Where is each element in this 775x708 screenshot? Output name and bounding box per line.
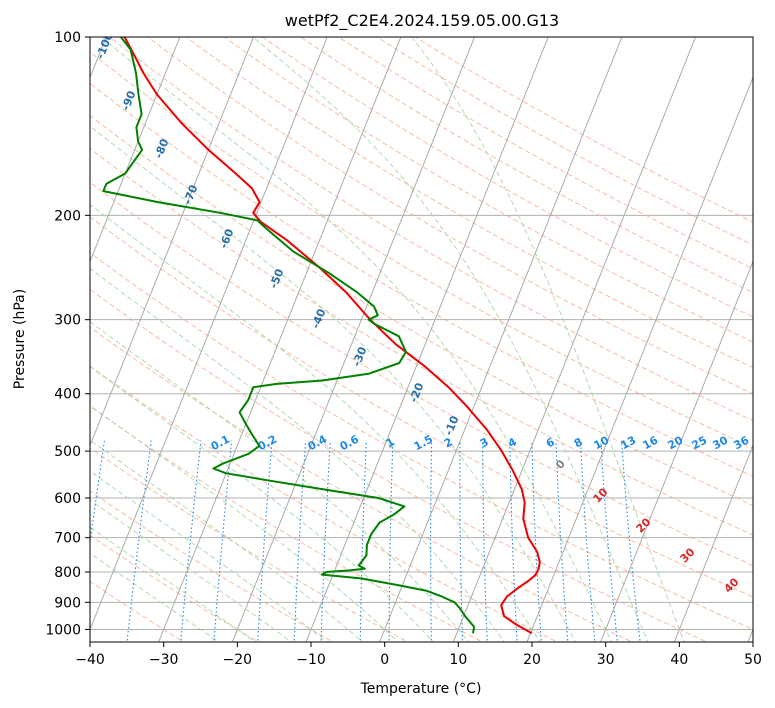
isotherm bbox=[526, 76, 753, 642]
isotherm bbox=[90, 37, 255, 447]
mixing-ratio-line bbox=[482, 440, 488, 642]
mixing-ratio-line bbox=[320, 440, 331, 642]
isotherm bbox=[452, 37, 697, 642]
isotherm bbox=[600, 260, 753, 642]
mixing-ratio-line bbox=[555, 440, 569, 642]
moist-adiabat bbox=[411, 37, 685, 642]
y-tick-label: 700 bbox=[54, 531, 81, 547]
mixing-ratio-line bbox=[531, 440, 542, 642]
dry-adiabat bbox=[90, 447, 409, 642]
temperature-profile bbox=[123, 37, 541, 635]
x-tick-label: −40 bbox=[75, 652, 105, 668]
isotherm bbox=[305, 37, 549, 642]
moist-adiabat bbox=[90, 203, 541, 642]
mixing-ratio-line bbox=[579, 440, 596, 642]
y-tick-label: 800 bbox=[54, 565, 81, 581]
dry-adiabat bbox=[90, 288, 708, 642]
dry-adiabat bbox=[90, 216, 753, 598]
dry-adiabat bbox=[90, 326, 634, 642]
x-axis-label: Temperature (°C) bbox=[360, 681, 482, 697]
y-tick-label: 100 bbox=[54, 30, 81, 46]
mixing-ratio-label: 20 bbox=[666, 433, 686, 452]
mixing-ratio-line bbox=[388, 440, 394, 642]
plot-frame bbox=[89, 36, 754, 643]
y-axis-label: Pressure (hPa) bbox=[12, 289, 28, 389]
moist-adiabat bbox=[90, 439, 364, 642]
moist-adiabat bbox=[90, 365, 435, 642]
mixing-ratio-label: 25 bbox=[690, 434, 710, 453]
mixing-ratio-line bbox=[126, 440, 152, 642]
moist-adiabat bbox=[90, 404, 399, 642]
mixing-ratio-lines bbox=[90, 440, 641, 642]
x-tick-label: −20 bbox=[223, 652, 253, 668]
dry-adiabat bbox=[90, 82, 753, 477]
moist-adiabat bbox=[90, 320, 470, 642]
moist-adiabat bbox=[90, 125, 577, 642]
y-tick-label: 200 bbox=[54, 208, 81, 224]
dry-adiabat bbox=[90, 405, 484, 642]
dry-adiabat bbox=[90, 51, 753, 449]
x-tick-label: 30 bbox=[597, 652, 615, 668]
x-tick-label: 10 bbox=[449, 652, 467, 668]
dewpoint-profile bbox=[102, 37, 476, 634]
dry-adiabat bbox=[90, 534, 260, 642]
axes: −40 −30 −20 −10 0 10 20 30 40 50 100 200 300 400 500 60… bbox=[45, 30, 762, 668]
mixing-ratio-label: 30 bbox=[711, 433, 731, 452]
mixing-ratio-line bbox=[621, 440, 641, 642]
mixing-ratio-line bbox=[180, 440, 202, 642]
moist-adiabat bbox=[90, 267, 505, 642]
mixing-ratio-line bbox=[430, 440, 433, 642]
isotherms bbox=[90, 37, 753, 642]
mixing-ratio-line bbox=[509, 440, 518, 642]
isotherm bbox=[158, 37, 402, 642]
isotherm bbox=[231, 37, 476, 642]
isotherm bbox=[90, 37, 181, 263]
mixing-ratio-line bbox=[359, 440, 367, 642]
x-tick-label: 0 bbox=[380, 652, 389, 668]
moist-adiabat bbox=[100, 37, 613, 642]
dry-adiabat bbox=[108, 37, 753, 422]
x-tick-label: 40 bbox=[670, 652, 688, 668]
profiles bbox=[102, 37, 541, 635]
isotherm bbox=[673, 444, 753, 642]
isotherm bbox=[379, 37, 623, 642]
y-tick-label: 500 bbox=[54, 444, 81, 460]
moist-adiabat bbox=[90, 552, 220, 642]
isotherm bbox=[90, 37, 328, 631]
mixing-ratio-line bbox=[293, 440, 307, 642]
moist-adiabat bbox=[252, 37, 649, 642]
y-tick-label: 1000 bbox=[45, 622, 81, 638]
dry-adiabat bbox=[90, 181, 753, 567]
dry-adiabat bbox=[90, 114, 753, 506]
mixing-ratio-line bbox=[213, 440, 233, 642]
x-tick-label: 20 bbox=[523, 652, 541, 668]
moist-adiabat bbox=[90, 470, 328, 642]
mixing-ratio-label: 10 bbox=[592, 433, 612, 452]
mixing-ratio-line bbox=[257, 440, 273, 642]
mixing-ratio-line bbox=[600, 440, 618, 642]
moist-adiabat bbox=[90, 526, 257, 642]
y-tick-label: 900 bbox=[54, 595, 81, 611]
x-tick-label: −30 bbox=[149, 652, 179, 668]
chart-title: wetPf2_C2E4.2024.159.05.00.G13 bbox=[285, 11, 559, 31]
moist-adiabats bbox=[90, 37, 685, 642]
mixing-ratio-label: 36 bbox=[732, 433, 752, 452]
y-tick-label: 400 bbox=[54, 387, 81, 403]
mixing-ratio-label: 13 bbox=[619, 434, 639, 453]
dry-adiabat bbox=[90, 490, 335, 642]
dry-adiabat bbox=[185, 37, 753, 369]
y-tick-label: 600 bbox=[54, 491, 81, 507]
x-tick-label: −10 bbox=[296, 652, 326, 668]
mixing-ratio-label: 16 bbox=[641, 433, 661, 452]
x-tick-label: 50 bbox=[744, 652, 762, 668]
y-tick-label: 300 bbox=[54, 313, 81, 329]
